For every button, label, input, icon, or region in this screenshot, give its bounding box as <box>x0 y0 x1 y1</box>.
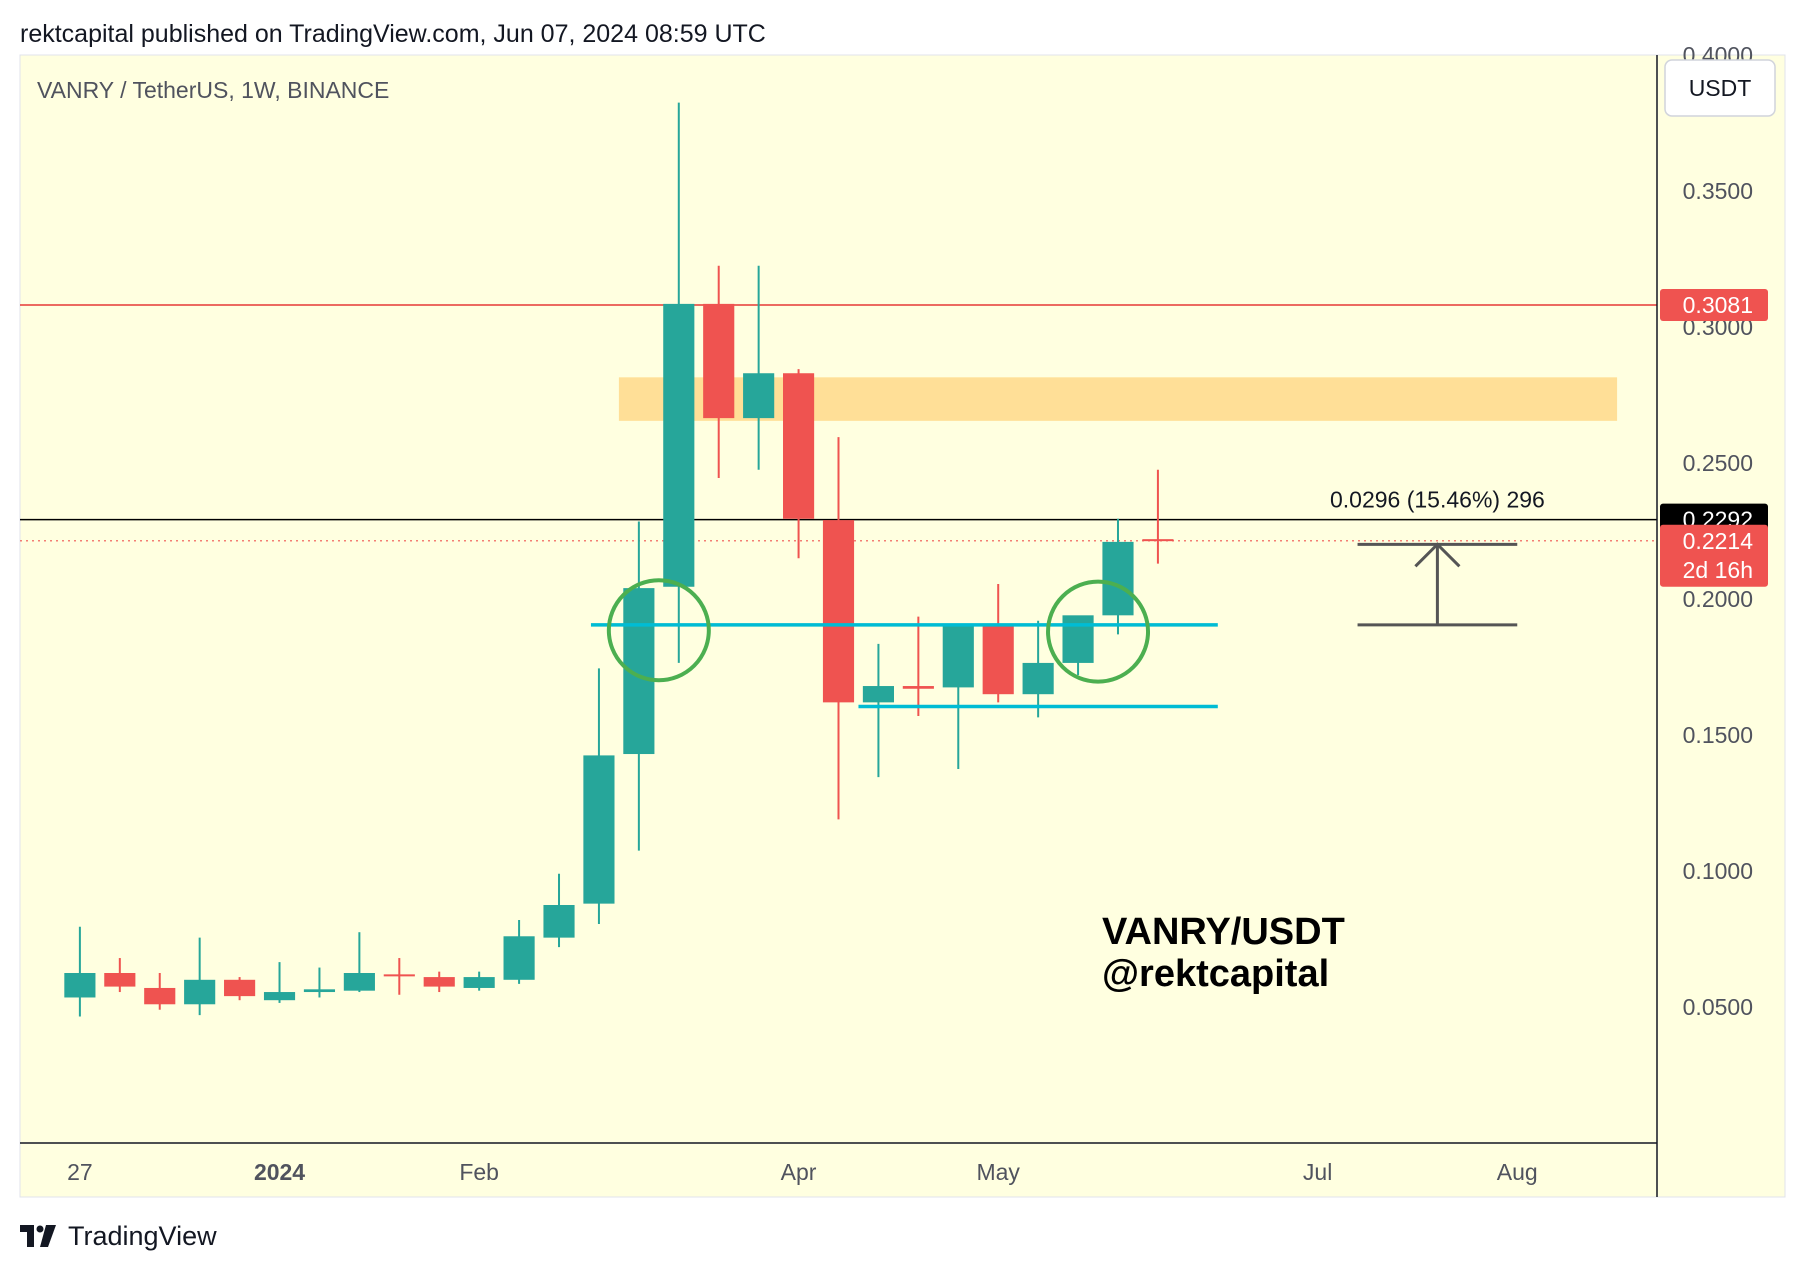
symbol-label: VANRY / TetherUS, 1W, BINANCE <box>37 77 389 103</box>
candle <box>783 369 815 559</box>
candle-body <box>184 979 216 1005</box>
published-header: rektcapital published on TradingView.com… <box>20 20 766 48</box>
candle <box>822 437 855 820</box>
candle-body <box>503 936 535 980</box>
candle-body <box>144 987 176 1005</box>
candle-body <box>982 623 1014 695</box>
measure-arrow-head <box>1414 542 1461 568</box>
y-tick-label: 0.3500 <box>1683 178 1753 204</box>
candle <box>1142 469 1174 564</box>
candle-body <box>64 973 96 998</box>
candle <box>303 967 336 998</box>
candle-body <box>583 755 615 904</box>
candle-body <box>942 623 974 688</box>
candle-body <box>1102 541 1134 616</box>
candle <box>703 265 735 478</box>
y-tick-label: 0.1000 <box>1683 858 1753 884</box>
candle <box>144 973 176 1010</box>
current-price-tag-bg <box>1660 524 1768 587</box>
candle-body <box>423 977 455 987</box>
candle-body <box>303 989 336 993</box>
candle <box>743 265 775 470</box>
candle <box>902 616 934 716</box>
candle-body <box>463 977 495 988</box>
y-tick-label: 0.0500 <box>1683 994 1753 1020</box>
x-tick-label: Feb <box>459 1159 499 1185</box>
candle <box>224 977 256 1001</box>
candle <box>503 919 535 984</box>
candle-body <box>743 373 775 419</box>
candle <box>423 971 455 993</box>
candle <box>982 584 1014 703</box>
candle <box>104 958 136 993</box>
tradingview-logo-icon <box>20 1225 56 1247</box>
candle <box>663 102 695 663</box>
candle <box>942 623 974 769</box>
candle-body <box>822 520 855 703</box>
x-tick-label: 2024 <box>254 1159 305 1185</box>
resistance-price-tag-bg <box>1660 288 1768 321</box>
candle <box>1102 518 1134 635</box>
candle-body <box>902 686 934 689</box>
current-price-tag-countdown: 2d 16h <box>1683 557 1753 583</box>
candle-body <box>543 905 575 938</box>
measure-label: 0.0296 (15.46%) 296 <box>1330 486 1545 512</box>
currency-button-label: USDT <box>1689 75 1752 101</box>
y-tick-label: 0.1500 <box>1683 722 1753 748</box>
candle-body <box>663 303 695 587</box>
x-tick-label: Aug <box>1497 1159 1538 1185</box>
candle <box>64 926 96 1017</box>
candle-body <box>263 992 296 1001</box>
candle <box>343 932 375 993</box>
candle-body <box>1022 662 1054 695</box>
candle <box>862 643 894 778</box>
breakout-circle <box>1046 579 1151 684</box>
x-tick-label: May <box>976 1159 1020 1185</box>
candle <box>1022 620 1054 718</box>
candle <box>383 958 415 995</box>
candle-body <box>862 686 894 703</box>
y-tick-label: 0.2000 <box>1683 586 1753 612</box>
candle-body <box>224 979 256 997</box>
resistance-price-tag: 0.3081 <box>1683 292 1753 318</box>
candle-body <box>783 373 815 519</box>
watermark-pair: VANRY/USDT <box>1102 911 1345 953</box>
candle <box>263 962 296 1003</box>
candle-body <box>104 973 136 987</box>
current-price-tag: 0.2214 <box>1683 528 1754 554</box>
candle-body <box>1142 539 1174 542</box>
x-tick-label: Jul <box>1303 1159 1332 1185</box>
breakout-circle <box>606 578 711 683</box>
currency-button[interactable]: USDT <box>1664 59 1776 117</box>
x-tick-label: 27 <box>67 1159 93 1185</box>
tradingview-brand: TradingView <box>68 1220 217 1251</box>
candle <box>184 937 216 1016</box>
y-tick-label: 0.2500 <box>1683 450 1753 476</box>
candle <box>583 668 615 925</box>
candle <box>543 873 575 948</box>
candle <box>463 971 495 991</box>
x-tick-label: Apr <box>781 1159 817 1185</box>
watermark-author: @rektcapital <box>1102 953 1329 995</box>
tradingview-logo[interactable]: TradingView <box>20 1218 217 1254</box>
candle-body <box>383 974 415 977</box>
candle-body <box>1062 615 1094 663</box>
candle-body <box>703 303 735 419</box>
candle-body <box>343 973 375 991</box>
